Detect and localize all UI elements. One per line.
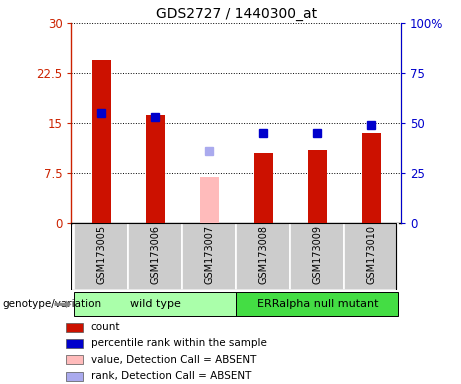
Text: value, Detection Call = ABSENT: value, Detection Call = ABSENT [91, 354, 256, 364]
Bar [128, 223, 182, 290]
Title: GDS2727 / 1440300_at: GDS2727 / 1440300_at [156, 7, 317, 21]
Bar [236, 223, 290, 290]
Bar [254, 153, 273, 223]
Text: GSM173009: GSM173009 [312, 225, 322, 284]
Text: GSM173006: GSM173006 [150, 225, 160, 284]
Bar [66, 372, 83, 381]
Text: genotype/variation: genotype/variation [2, 299, 101, 310]
Text: rank, Detection Call = ABSENT: rank, Detection Call = ABSENT [91, 371, 251, 381]
Bar [92, 60, 111, 223]
Bar [74, 223, 128, 290]
Text: GSM173007: GSM173007 [204, 225, 214, 284]
Bar [236, 292, 398, 316]
Bar [182, 223, 236, 290]
Bar [146, 115, 165, 223]
Bar [308, 149, 327, 223]
Text: ERRalpha null mutant: ERRalpha null mutant [257, 299, 378, 310]
Bar [74, 292, 236, 316]
Bar [200, 177, 219, 223]
Bar [66, 339, 83, 348]
Bar [362, 133, 381, 223]
Text: count: count [91, 322, 120, 332]
Bar [290, 223, 344, 290]
Bar [66, 356, 83, 364]
Text: GSM173005: GSM173005 [96, 225, 106, 284]
Bar [66, 323, 83, 332]
Bar [344, 223, 398, 290]
Text: GSM173008: GSM173008 [258, 225, 268, 284]
Text: percentile rank within the sample: percentile rank within the sample [91, 338, 266, 348]
Text: wild type: wild type [130, 299, 181, 310]
Text: GSM173010: GSM173010 [366, 225, 376, 284]
